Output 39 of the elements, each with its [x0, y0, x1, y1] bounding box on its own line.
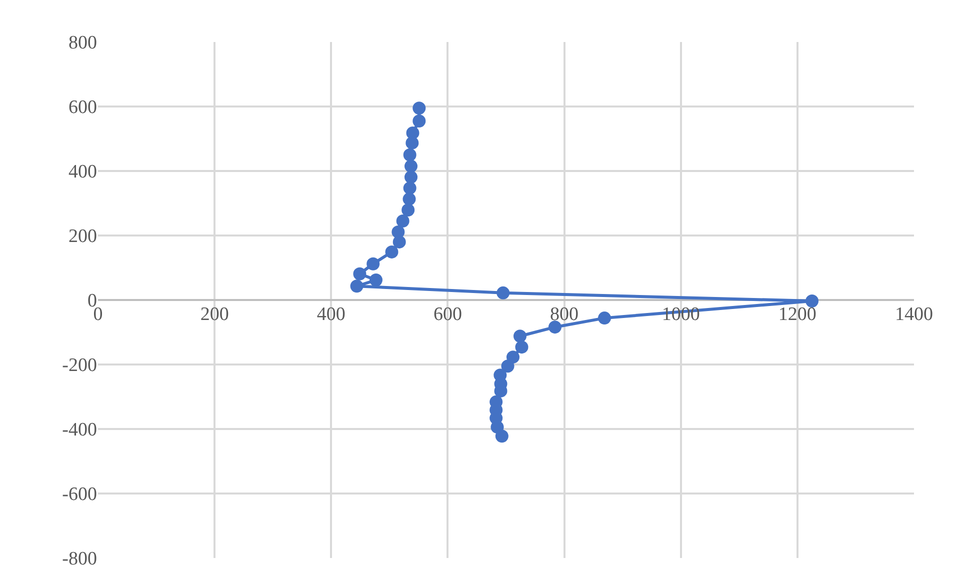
y-tick-label: 600 [68, 97, 97, 118]
x-tick-label: 400 [316, 304, 346, 325]
y-tick-label: 800 [68, 32, 97, 54]
point [404, 170, 418, 184]
y-tick-label: -400 [62, 420, 97, 441]
point [501, 360, 514, 373]
point [402, 204, 415, 217]
x-tick-label: 800 [550, 304, 579, 325]
point [513, 330, 526, 343]
point [385, 245, 398, 258]
point [392, 235, 406, 248]
point [496, 286, 510, 300]
point [548, 320, 562, 334]
point [366, 257, 380, 270]
y-tick-label: 200 [68, 226, 97, 248]
point [403, 182, 416, 195]
x-tick-label: 1400 [895, 304, 933, 325]
point [404, 160, 418, 173]
point [406, 136, 419, 150]
point [353, 267, 366, 280]
point [506, 350, 520, 364]
point [495, 430, 508, 443]
point [412, 114, 426, 128]
point [515, 340, 528, 354]
point [402, 192, 416, 206]
point [412, 102, 426, 115]
y-tick-label: -200 [62, 355, 97, 376]
y-tick-label: -600 [62, 484, 97, 506]
point [403, 148, 416, 162]
x-tick-label: 200 [200, 304, 229, 325]
point [396, 214, 410, 228]
x-tick-label: 1200 [778, 304, 816, 325]
y-tick-label: -800 [62, 548, 97, 570]
x-tick-label: 600 [433, 304, 462, 325]
point [350, 280, 364, 293]
point [598, 312, 611, 325]
y-tick-label: 400 [68, 162, 97, 183]
point [370, 274, 383, 287]
point [806, 294, 818, 308]
